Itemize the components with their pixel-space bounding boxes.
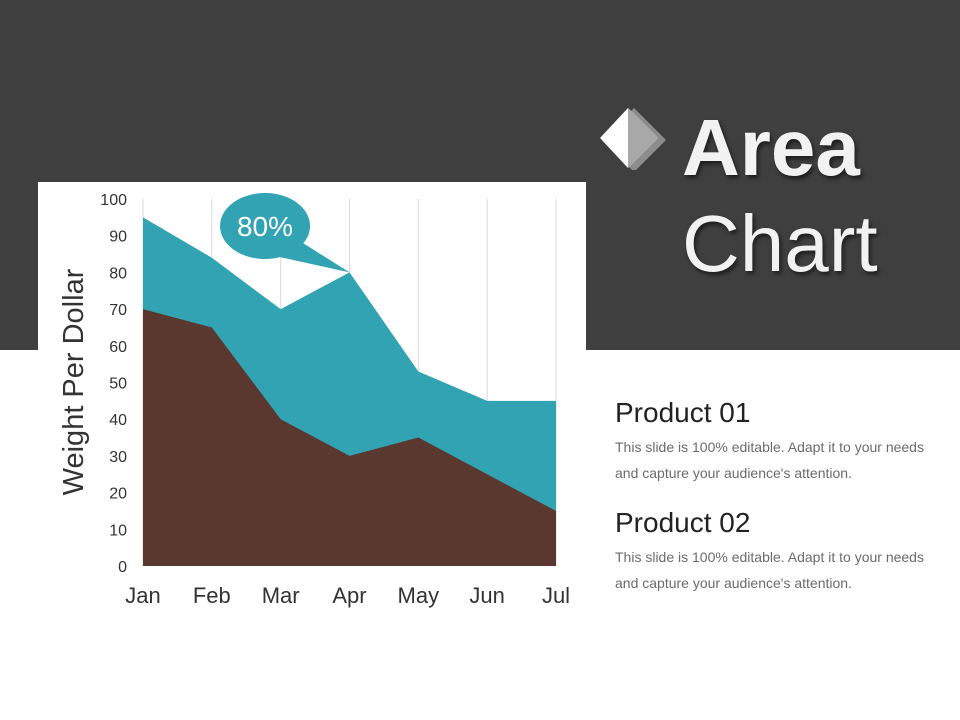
legend-description: This slide is 100% editable. Adapt it to…: [615, 549, 924, 591]
y-tick-label: 10: [109, 522, 127, 539]
y-tick-label: 70: [109, 302, 127, 319]
diamond-icon: [600, 108, 666, 170]
area-chart: 0 10 20 30 40 50 60 70 80 90 100 Jan Feb Mar Apr May Jun…: [58, 192, 570, 608]
legend-product-01: Product 01 This slide is 100% editable. …: [615, 396, 945, 486]
title-line-1: Area: [682, 103, 860, 192]
y-tick-label: 0: [118, 559, 127, 576]
legend-title: Product 02: [615, 507, 751, 538]
y-tick-label: 100: [100, 192, 127, 209]
x-tick-label: Jan: [125, 583, 160, 608]
y-tick-label: 80: [109, 265, 127, 282]
callout-bubble: [220, 193, 310, 259]
slide-title: Area Chart: [682, 100, 878, 292]
y-tick-label: 90: [109, 229, 127, 246]
y-tick-label: 40: [109, 412, 127, 429]
y-axis-label: Weight Per Dollar: [58, 268, 90, 495]
y-tick-label: 30: [109, 449, 127, 466]
y-tick-label: 50: [109, 376, 127, 393]
callout-label: 80%: [237, 211, 293, 242]
title-line-2: Chart: [682, 199, 878, 288]
legend-description: This slide is 100% editable. Adapt it to…: [615, 439, 924, 481]
y-tick-label: 20: [109, 486, 127, 503]
legend-title: Product 01: [615, 397, 751, 428]
x-tick-label: Apr: [332, 583, 366, 608]
x-tick-label: May: [398, 583, 440, 608]
x-tick-label: Jun: [469, 583, 504, 608]
legend-product-02: Product 02 This slide is 100% editable. …: [615, 506, 945, 596]
x-tick-label: Jul: [542, 583, 570, 608]
x-tick-label: Mar: [262, 583, 300, 608]
series-area-1: [143, 309, 556, 566]
x-tick-label: Feb: [193, 583, 231, 608]
chart-panel: 0 10 20 30 40 50 60 70 80 90 100 Jan Feb Mar Apr May Jun…: [38, 182, 586, 622]
y-tick-label: 60: [109, 339, 127, 356]
